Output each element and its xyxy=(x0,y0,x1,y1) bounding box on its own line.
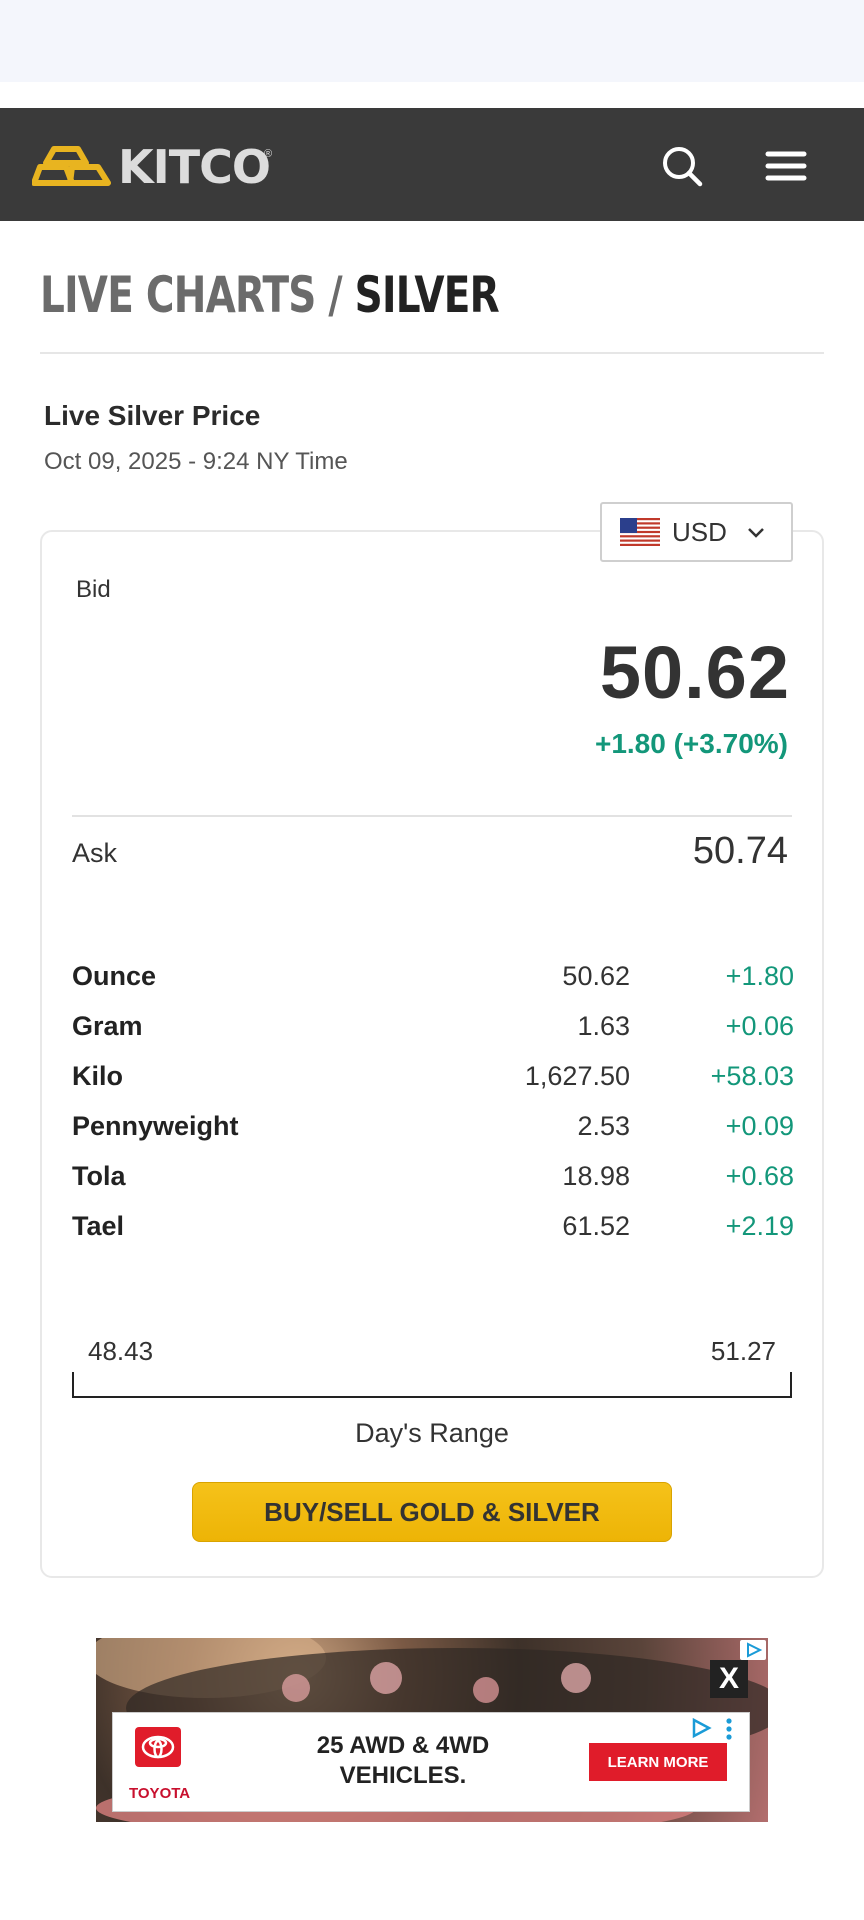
live-price-label: Live Silver Price xyxy=(44,400,261,431)
unit-change: +0.09 xyxy=(725,1111,794,1141)
bid-price: 50.62 xyxy=(599,631,790,714)
unit-row-gram: Gram 1.63 +0.06 xyxy=(72,1005,794,1055)
range-high: 51.27 xyxy=(710,1336,776,1366)
site-header: KITCO ® xyxy=(0,108,864,221)
page-title-metal: SILVER xyxy=(354,266,500,324)
unit-name: Gram xyxy=(72,1011,143,1041)
logo-text: KITCO xyxy=(118,140,271,194)
live-price-timestamp: Oct 09, 2025 - 9:24 NY Time xyxy=(44,448,348,475)
toyota-logo-icon xyxy=(135,1727,181,1767)
ad-banner[interactable]: TOYOTA 25 AWD & 4WD VEHICLES. LEARN MORE xyxy=(112,1712,750,1812)
price-card xyxy=(40,530,824,1578)
unit-value: 1.63 xyxy=(577,1011,630,1041)
currency-select[interactable]: USD xyxy=(600,502,793,562)
ask-label: Ask xyxy=(72,838,118,868)
chevron-down-icon xyxy=(748,528,764,538)
unit-name: Kilo xyxy=(72,1061,123,1091)
unit-value: 18.98 xyxy=(562,1161,630,1191)
unit-change: +1.80 xyxy=(725,961,794,991)
day-range-label: Day's Range xyxy=(355,1418,509,1448)
currency-label: USD xyxy=(672,516,727,547)
unit-price-table: Ounce 50.62 +1.80 Gram 1.63 +0.06 Kilo 1… xyxy=(72,955,794,1255)
ad-options-icon[interactable] xyxy=(725,1717,733,1741)
unit-value: 50.62 xyxy=(562,961,630,991)
ad-headline: 25 AWD & 4WD VEHICLES. xyxy=(316,1732,490,1789)
unit-row-kilo: Kilo 1,627.50 +58.03 xyxy=(72,1055,794,1105)
unit-change: +0.06 xyxy=(725,1011,794,1041)
ad-close-button[interactable]: X xyxy=(710,1660,748,1698)
unit-row-tola: Tola 18.98 +0.68 xyxy=(72,1155,794,1205)
unit-change: +0.68 xyxy=(725,1161,794,1191)
ask-price: 50.74 xyxy=(692,830,788,872)
unit-name: Ounce xyxy=(72,961,157,991)
unit-name: Tola xyxy=(72,1161,126,1191)
us-flag-icon xyxy=(620,518,660,546)
ad-learn-more-button[interactable]: LEARN MORE xyxy=(589,1743,727,1781)
unit-name: Tael xyxy=(72,1211,125,1241)
unit-value: 61.52 xyxy=(562,1211,630,1241)
unit-value: 1,627.50 xyxy=(524,1061,630,1091)
unit-change: +2.19 xyxy=(725,1211,794,1241)
unit-row-pennyweight: Pennyweight 2.53 +0.09 xyxy=(72,1105,794,1155)
unit-value: 2.53 xyxy=(577,1111,630,1141)
range-low: 48.43 xyxy=(88,1336,154,1366)
page-title: LIVE CHARTS / SILVER xyxy=(40,262,500,328)
unit-row-ounce: Ounce 50.62 +1.80 xyxy=(72,955,794,1005)
ad-play-icon[interactable] xyxy=(689,1717,713,1739)
page-title-prefix: LIVE CHARTS / xyxy=(40,266,343,324)
registered-mark: ® xyxy=(264,148,273,160)
buy-sell-button[interactable]: BUY/SELL GOLD & SILVER xyxy=(192,1482,672,1542)
kitco-logo[interactable]: KITCO ® xyxy=(32,140,273,194)
unit-name: Pennyweight xyxy=(72,1111,239,1141)
bid-divider xyxy=(72,815,792,817)
bid-label: Bid xyxy=(76,576,111,603)
hamburger-menu-icon[interactable] xyxy=(762,142,810,190)
unit-change: +58.03 xyxy=(710,1061,794,1091)
advertisement[interactable]: X TOYOTA 25 AWD & 4WD VEHICLES. LEARN MO… xyxy=(96,1638,768,1822)
adchoices-icon[interactable] xyxy=(740,1640,766,1660)
day-range-bar xyxy=(72,1372,792,1398)
title-divider xyxy=(40,352,824,354)
unit-row-tael: Tael 61.52 +2.19 xyxy=(72,1205,794,1255)
top-status-strip xyxy=(0,0,864,82)
gold-bars-icon xyxy=(32,146,111,186)
ad-brand: TOYOTA xyxy=(129,1785,191,1802)
search-icon[interactable] xyxy=(658,142,706,190)
bid-change: +1.80 (+3.70%) xyxy=(594,728,788,759)
